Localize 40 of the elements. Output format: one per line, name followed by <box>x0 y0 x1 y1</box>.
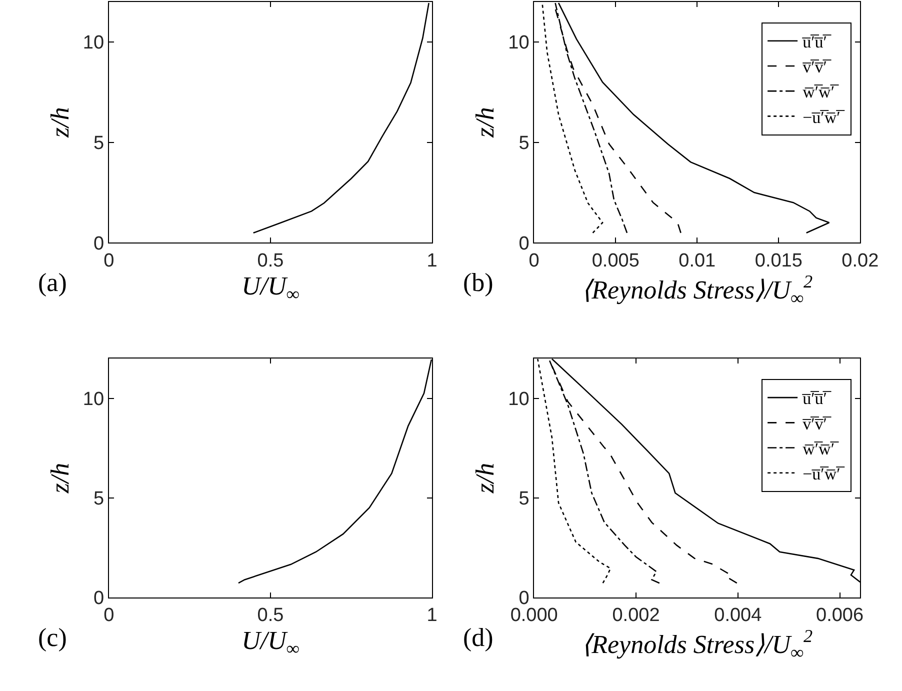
legend-label: u̅′̅u̅′̅ <box>801 32 832 52</box>
x-tick-label: 0.01 <box>678 250 716 272</box>
x-tick-label: 0.004 <box>714 605 762 626</box>
text: (c) <box>38 623 67 652</box>
y-tick-label: 5 <box>93 488 104 510</box>
x-tick-label: 1 <box>426 605 438 626</box>
x-axis-title: U/U$_{∞}$ <box>242 272 300 304</box>
text: (d) <box>463 623 494 652</box>
y-tick-label: 5 <box>518 133 530 154</box>
x-tick-label: 0.02 <box>842 250 879 272</box>
x-tick-label: 0.005 <box>592 250 640 272</box>
y-tick-label: 5 <box>93 133 104 154</box>
legend-label: −u̅′̅w̅′̅ <box>802 464 846 484</box>
y-tick-label: 10 <box>508 32 530 54</box>
x-tick-label: 0.002 <box>612 605 660 626</box>
x-tick-label: 0.5 <box>257 250 284 272</box>
y-tick-label: 5 <box>518 488 530 510</box>
y-axis-title: z/h <box>470 462 500 494</box>
legend-label: v̅′̅v̅′̅ <box>802 414 832 434</box>
legend-label: v̅′̅v̅′̅ <box>802 58 832 77</box>
text: (a) <box>38 268 67 297</box>
legend-label: w̅′̅w̅′̅ <box>802 439 840 458</box>
y-tick-label: 0 <box>518 233 530 254</box>
legend-label: u̅′̅u̅′̅ <box>801 389 832 408</box>
x-tick-label: 1 <box>426 250 438 272</box>
x-tick-label: 0.006 <box>816 605 864 626</box>
legend-label: w̅′̅w̅′̅ <box>802 82 840 102</box>
y-tick-label: 10 <box>508 389 530 410</box>
x-tick-label: 0.5 <box>257 605 284 626</box>
y-tick-label: 0 <box>93 233 104 254</box>
y-axis-title: z/h <box>45 107 74 139</box>
y-axis-title: z/h <box>470 107 500 139</box>
y-tick-label: 0 <box>93 588 104 610</box>
text: (b) <box>463 268 494 297</box>
legend-label: −u̅′̅w̅′̅ <box>802 108 846 127</box>
y-tick-label: 10 <box>82 389 104 410</box>
x-axis-title: U/U$_{∞}$ <box>242 626 300 659</box>
y-tick-label: 10 <box>82 32 104 54</box>
x-tick-label: 0.015 <box>754 250 802 272</box>
y-axis-title: z/h <box>45 462 74 494</box>
